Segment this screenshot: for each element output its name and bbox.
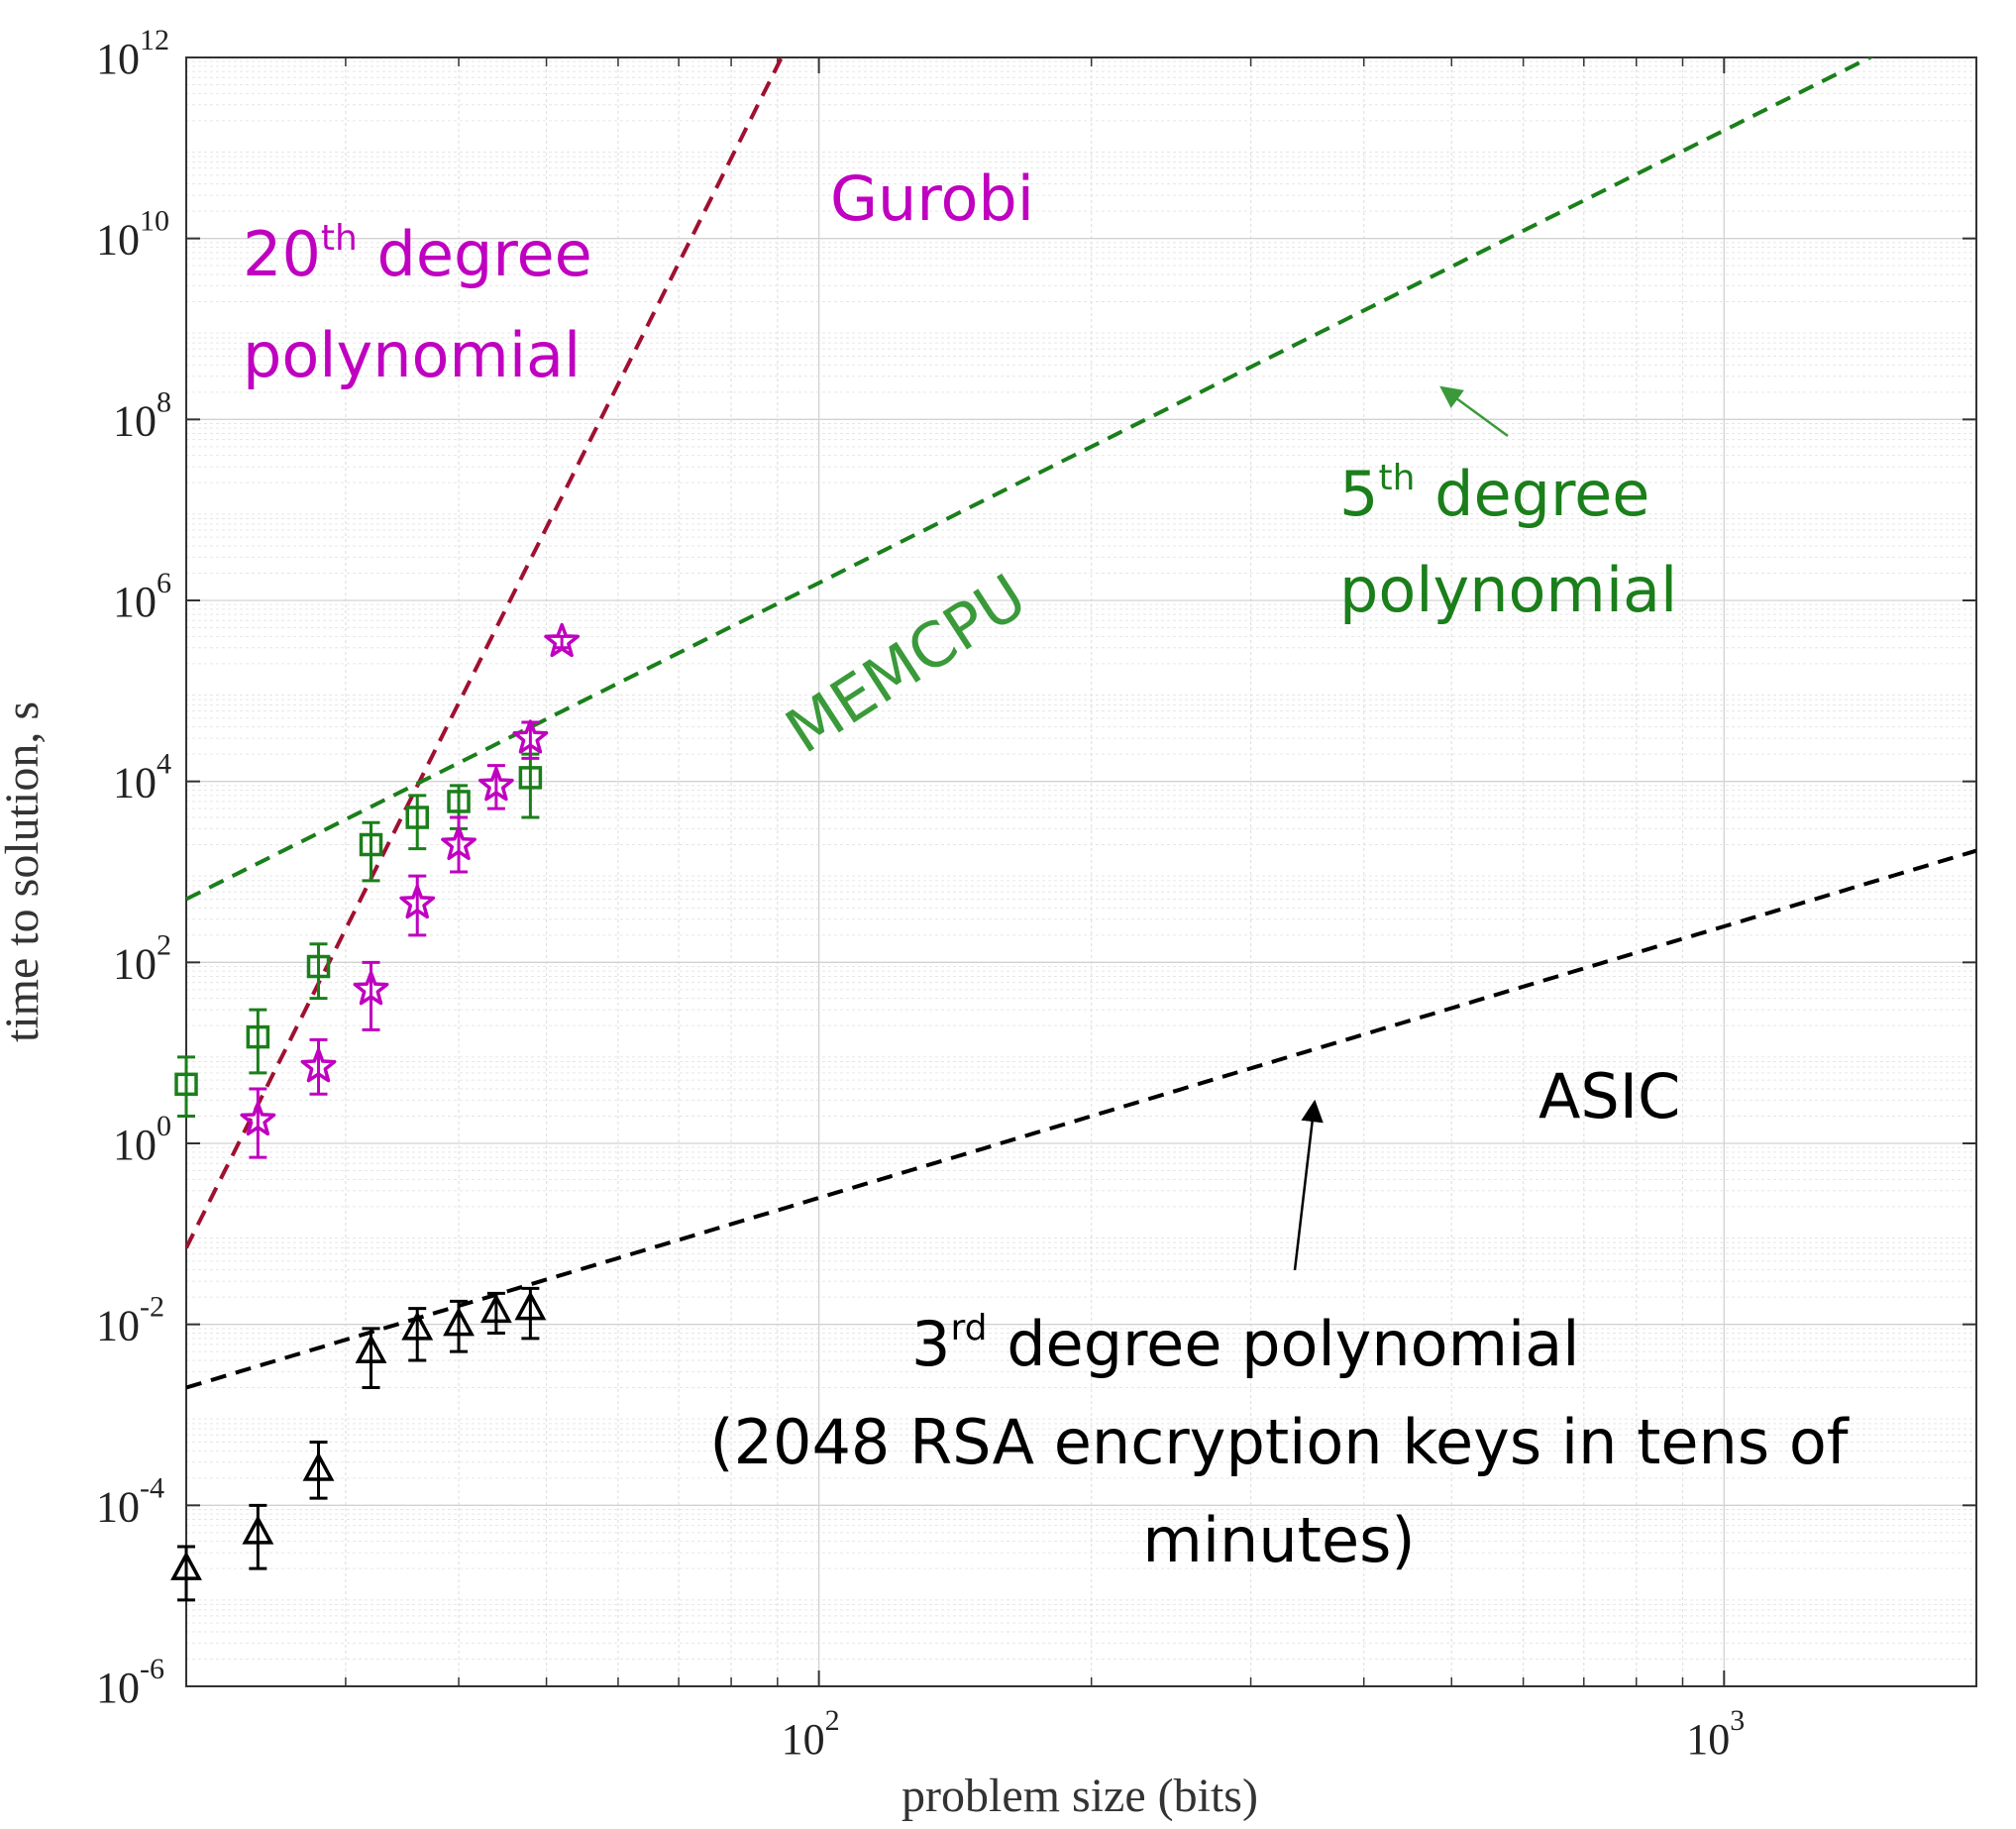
y-tick-label: 1010 bbox=[96, 205, 169, 265]
y-tick-exponent: 10 bbox=[140, 205, 169, 238]
y-tick-label: 1012 bbox=[96, 24, 169, 83]
y-tick-base: 10 bbox=[113, 759, 157, 807]
gurobi-marker bbox=[353, 971, 389, 1006]
gurobi-marker bbox=[512, 719, 549, 754]
fit-lines bbox=[186, 57, 1976, 1390]
memcpu-fit-degree-word: degree bbox=[1415, 458, 1649, 530]
memcpu-fit-label-line2: polynomial bbox=[1339, 554, 1677, 626]
gurobi-marker bbox=[300, 1048, 337, 1083]
y-tick-exponent: -6 bbox=[140, 1653, 164, 1685]
x-axis-title: problem size (bits) bbox=[902, 1770, 1258, 1822]
memcpu-marker bbox=[447, 790, 471, 813]
gurobi-marker bbox=[441, 825, 477, 861]
gurobi-fit-degree-word: degree bbox=[358, 218, 592, 290]
asic-marker bbox=[514, 1290, 547, 1321]
y-tick-exponent: 6 bbox=[157, 567, 171, 599]
y-tick-exponent: 8 bbox=[157, 385, 171, 418]
asic-marker bbox=[242, 1515, 274, 1545]
data-markers bbox=[170, 622, 581, 1602]
memcpu-marker bbox=[518, 766, 543, 790]
y-tick-exponent: 4 bbox=[157, 748, 171, 781]
y-tick-label: 10-2 bbox=[96, 1291, 164, 1350]
y-tick-exponent: 2 bbox=[157, 928, 171, 961]
gurobi-marker bbox=[544, 622, 581, 658]
y-tick-label: 10-6 bbox=[96, 1653, 164, 1712]
plot-background bbox=[186, 57, 1976, 1686]
y-tick-label: 106 bbox=[113, 567, 171, 626]
fit-line-3 bbox=[186, 848, 1976, 1390]
asic-fit-label-line1: 3rd degree polynomial bbox=[911, 1308, 1579, 1380]
y-tick-exponent: -4 bbox=[140, 1471, 164, 1504]
y-tick-label: 100 bbox=[113, 1110, 171, 1169]
x-tick-exponent: 2 bbox=[825, 1704, 840, 1737]
y-tick-label: 10-4 bbox=[96, 1471, 164, 1531]
memcpu-marker bbox=[359, 832, 383, 857]
asic-fit-label-line3: minutes) bbox=[1142, 1504, 1415, 1576]
asic-marker bbox=[479, 1293, 512, 1324]
memcpu-fit-label-line1: 5th degree bbox=[1339, 458, 1649, 530]
y-tick-label: 102 bbox=[113, 928, 171, 988]
memcpu-fit-degree-suffix: th bbox=[1378, 458, 1415, 498]
x-tick-label: 103 bbox=[1686, 1704, 1745, 1764]
asic-marker bbox=[355, 1334, 387, 1363]
y-tick-label: 108 bbox=[113, 385, 171, 445]
gurobi-fit-degree: 20 bbox=[243, 218, 321, 290]
y-tick-exponent: 0 bbox=[157, 1110, 171, 1142]
asic-marker bbox=[302, 1452, 335, 1481]
axis-ticks bbox=[185, 56, 1976, 1687]
asic-fit-degree-word: degree polynomial bbox=[987, 1308, 1579, 1380]
y-tick-base: 10 bbox=[96, 1482, 140, 1531]
y-tick-base: 10 bbox=[113, 578, 157, 626]
y-tick-base: 10 bbox=[96, 1302, 140, 1350]
asic-fit-arrow bbox=[1293, 1099, 1324, 1271]
gurobi-fit-label-line1: 20th degree bbox=[243, 218, 592, 290]
y-axis-title: time to solution, s bbox=[0, 701, 49, 1042]
asic-marker bbox=[443, 1306, 475, 1337]
y-tick-base: 10 bbox=[113, 939, 157, 988]
gurobi-marker bbox=[240, 1101, 276, 1136]
asic-fit-degree: 3 bbox=[911, 1308, 950, 1380]
asic-marker bbox=[401, 1311, 434, 1341]
asic-marker bbox=[170, 1551, 202, 1580]
plot-frame bbox=[185, 56, 1977, 1687]
y-tick-label: 104 bbox=[113, 748, 171, 807]
asic-fit-label-line2: (2048 RSA encryption keys in tens of bbox=[709, 1406, 1850, 1478]
y-tick-base: 10 bbox=[96, 216, 140, 265]
y-tick-base: 10 bbox=[96, 35, 140, 83]
x-axis-tick-labels: 102 103 bbox=[782, 1704, 1746, 1764]
gurobi-fit-label-line2: polynomial bbox=[243, 319, 581, 391]
asic-fit-degree-suffix: rd bbox=[950, 1308, 987, 1348]
memcpu-marker bbox=[306, 954, 331, 979]
x-tick-base: 10 bbox=[1686, 1715, 1730, 1764]
x-tick-exponent: 3 bbox=[1730, 1704, 1745, 1737]
gurobi-label: Gurobi bbox=[830, 162, 1034, 235]
y-tick-exponent: 12 bbox=[140, 24, 169, 56]
asic-label: ASIC bbox=[1539, 1060, 1680, 1132]
y-tick-base: 10 bbox=[113, 396, 157, 445]
x-tick-base: 10 bbox=[782, 1715, 825, 1764]
gurobi-fit-degree-suffix: th bbox=[321, 218, 358, 259]
y-tick-base: 10 bbox=[96, 1664, 140, 1712]
x-tick-label: 102 bbox=[782, 1704, 840, 1764]
memcpu-marker bbox=[405, 806, 429, 829]
gurobi-marker bbox=[477, 767, 514, 802]
gurobi-marker bbox=[399, 884, 436, 919]
y-tick-base: 10 bbox=[113, 1121, 157, 1169]
memcpu-fit-degree: 5 bbox=[1339, 458, 1378, 530]
memcpu-marker bbox=[174, 1072, 198, 1097]
memcpu-fit-arrow bbox=[1439, 385, 1509, 438]
y-tick-exponent: -2 bbox=[140, 1291, 164, 1324]
memcpu-marker bbox=[246, 1024, 270, 1049]
